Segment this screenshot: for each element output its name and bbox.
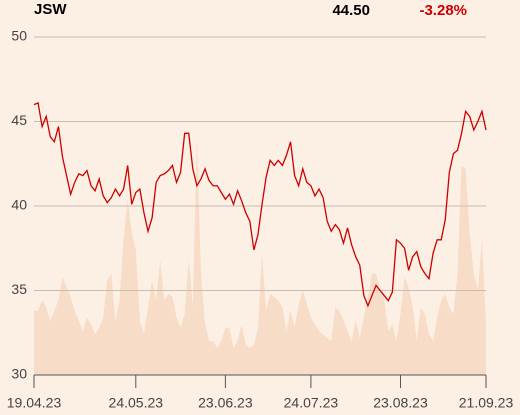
- x-tick-label: 19.04.23: [7, 395, 62, 411]
- x-tick-label: 24.07.23: [284, 395, 339, 411]
- y-tick-label: 35: [11, 281, 27, 297]
- x-tick-label: 23.06.23: [198, 395, 253, 411]
- x-tick-label: 23.08.23: [373, 395, 428, 411]
- x-tick-label: 21.09.23: [459, 395, 514, 411]
- x-tick-label: 24.05.23: [109, 395, 164, 411]
- volume-area: [34, 138, 486, 375]
- price-line: [33, 101, 487, 308]
- symbol: JSW: [34, 1, 67, 18]
- price: 44.50: [332, 2, 370, 19]
- change: -3.28%: [419, 2, 467, 19]
- y-tick-label: 45: [11, 112, 27, 128]
- y-tick-label: 50: [11, 28, 27, 44]
- y-tick-label: 30: [11, 366, 27, 382]
- y-tick-label: 40: [11, 197, 27, 213]
